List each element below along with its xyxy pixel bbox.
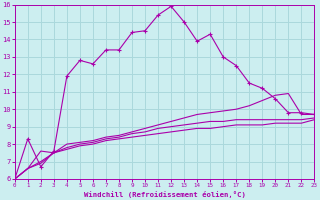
X-axis label: Windchill (Refroidissement éolien,°C): Windchill (Refroidissement éolien,°C) bbox=[84, 191, 245, 198]
